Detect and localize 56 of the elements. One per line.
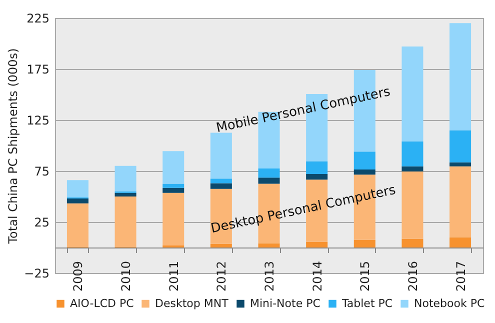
bar xyxy=(402,238,424,248)
bar xyxy=(114,192,136,196)
bar xyxy=(450,23,472,130)
y-tick-label: 25 xyxy=(34,216,50,230)
bar xyxy=(114,166,136,192)
bar xyxy=(258,168,280,178)
bar xyxy=(258,243,280,248)
bar xyxy=(450,162,472,166)
x-tick-label: 2012 xyxy=(214,261,229,292)
bar xyxy=(210,178,232,184)
annotation: Mobile Personal Computers xyxy=(214,84,392,136)
y-axis-title: Total China PC Shipments (000s) xyxy=(6,48,20,245)
bar xyxy=(402,141,424,166)
bar xyxy=(450,130,472,162)
bar xyxy=(402,172,424,239)
x-tick-label: 2009 xyxy=(71,261,86,292)
bar xyxy=(210,244,232,248)
legend-label: Notebook PC xyxy=(414,296,485,310)
bar xyxy=(162,151,184,184)
bar xyxy=(162,192,184,246)
legend-label: Mini-Note PC xyxy=(250,296,321,310)
y-tick-label: 125 xyxy=(26,114,50,128)
bar xyxy=(306,174,328,180)
x-tick-label: 2016 xyxy=(406,261,420,292)
x-tick-label: 2014 xyxy=(310,261,324,292)
x-tick-label: 2017 xyxy=(454,261,468,292)
y-tick-label: 225 xyxy=(26,12,50,26)
legend-label: Tablet PC xyxy=(341,296,393,310)
x-tick-label: 2011 xyxy=(166,261,181,292)
bar xyxy=(306,161,328,174)
bar xyxy=(402,46,424,142)
legend-label: Desktop MNT xyxy=(155,296,229,310)
bar xyxy=(114,196,136,247)
bar xyxy=(354,152,376,170)
bar xyxy=(66,198,88,204)
y-tick-label: 75 xyxy=(34,164,50,178)
x-tick-label: 2015 xyxy=(358,261,372,292)
bar xyxy=(354,240,376,248)
bar xyxy=(162,184,184,188)
bar xyxy=(258,178,280,184)
x-tick-label: 2010 xyxy=(119,261,134,292)
bar xyxy=(450,237,472,248)
bar xyxy=(354,169,376,175)
x-tick-label: 2013 xyxy=(262,261,276,292)
bar xyxy=(66,203,88,247)
legend-label: AIO-LCD PC xyxy=(70,296,134,310)
bar xyxy=(450,166,472,238)
bar xyxy=(162,188,184,193)
bar xyxy=(210,183,232,189)
bar xyxy=(210,132,232,179)
y-tick-label: −25 xyxy=(24,266,50,280)
annotation: Desktop Personal Computers xyxy=(210,182,398,237)
y-tick-label: 175 xyxy=(26,62,50,76)
bar xyxy=(66,180,88,198)
bar xyxy=(402,166,424,172)
bar xyxy=(306,242,328,248)
